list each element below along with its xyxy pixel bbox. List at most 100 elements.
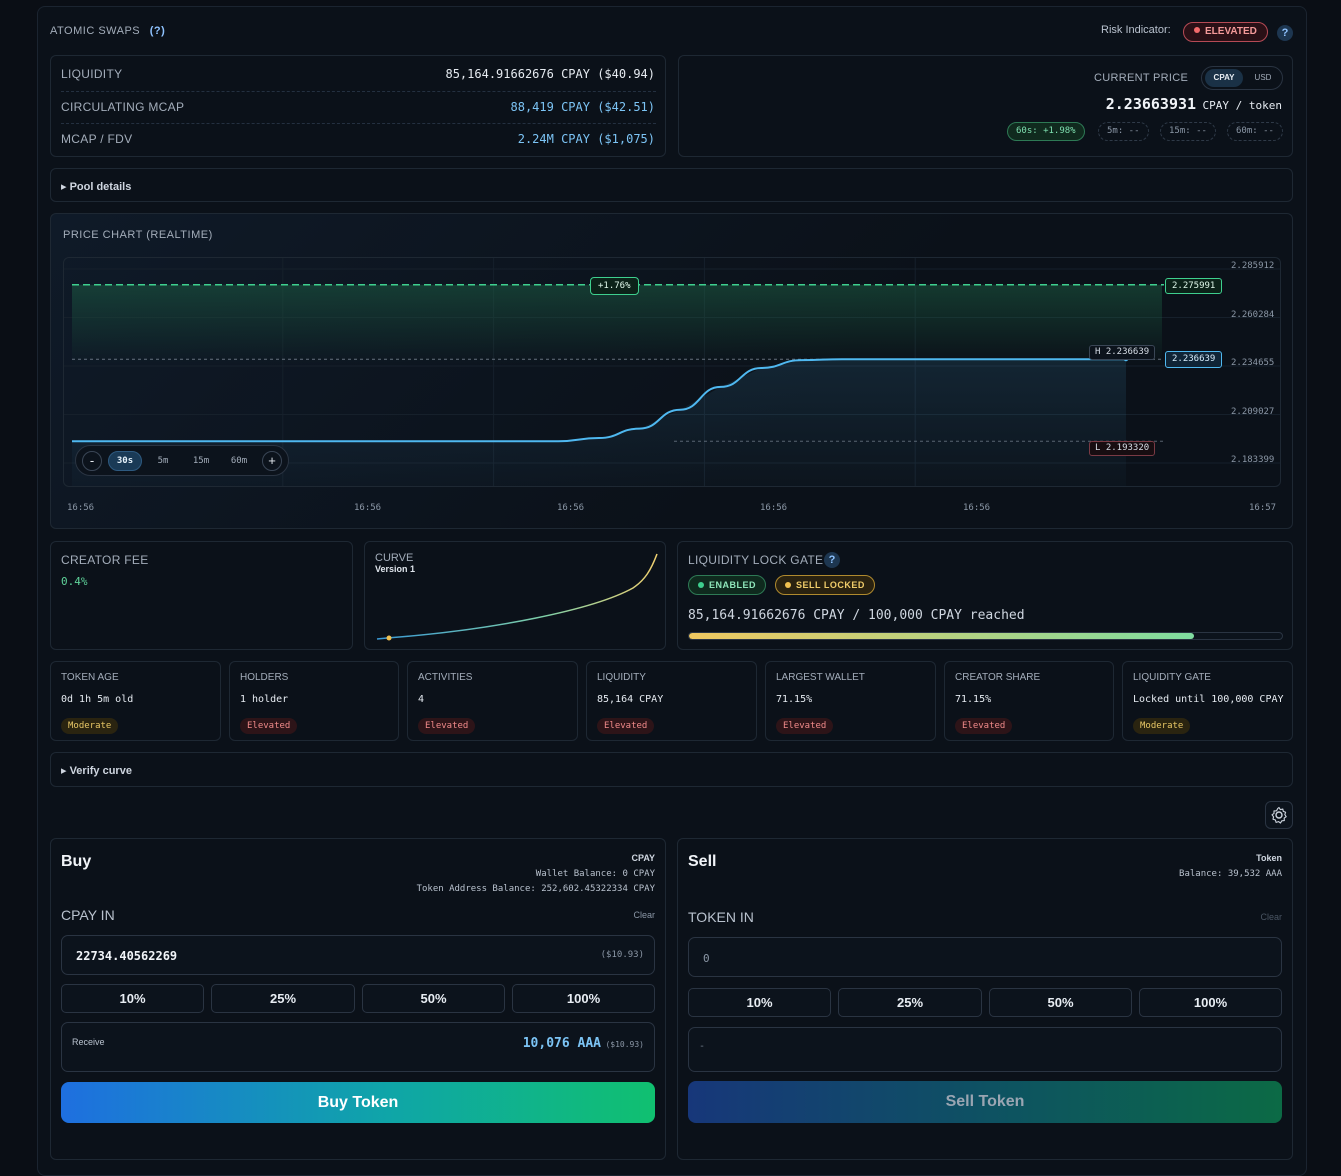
lock-progress-fill — [689, 633, 1194, 639]
current-price: 2.23663931 CPAY / token — [1106, 95, 1282, 114]
sell-receive-placeholder: - — [699, 1041, 706, 1052]
x-tick: 16:56 — [760, 503, 788, 513]
metric-title: LARGEST WALLET — [776, 672, 865, 683]
fdv-label: MCAP / FDV — [61, 132, 133, 146]
metric-card: CREATOR SHARE 71.15% Elevated — [944, 661, 1114, 741]
buy-clear-button[interactable]: Clear — [633, 910, 655, 920]
panel-title-text: ATOMIC SWAPS — [50, 25, 141, 37]
enabled-text: ENABLED — [709, 580, 757, 590]
liquidity-lock-gate-card: LIQUIDITY LOCK GATE ? ENABLED SELL LOCKE… — [677, 541, 1293, 650]
metric-value: 85,164 CPAY — [597, 694, 664, 705]
metric-value: 71.15% — [955, 694, 992, 705]
enabled-dot-icon — [698, 582, 704, 588]
title-help-icon[interactable]: (?) — [149, 25, 166, 37]
metric-card: LIQUIDITY GATE Locked until 100,000 CPAY M… — [1122, 661, 1293, 741]
sell-balance: Balance: 39,532 AAA — [1179, 869, 1282, 879]
metric-card: HOLDERS 1 holder Elevated — [229, 661, 399, 741]
buy-amount-input[interactable]: 22734.40562269 ($10.93) — [61, 935, 655, 975]
settings-button[interactable] — [1265, 801, 1293, 829]
sell-50-percent-button[interactable]: 50% — [989, 988, 1132, 1017]
window-60s: 60s: +1.98% — [1007, 122, 1085, 141]
metric-title: LIQUIDITY GATE — [1133, 672, 1211, 683]
metric-card: ACTIVITIES 4 Elevated — [407, 661, 578, 741]
toggle-cpay[interactable]: CPAY — [1205, 69, 1243, 87]
metric-card: LIQUIDITY 85,164 CPAY Elevated — [586, 661, 757, 741]
window-60m: 60m: -- — [1227, 122, 1283, 141]
x-tick: 16:56 — [354, 503, 382, 513]
buy-receive-box: Receive 10,076 AAA ($10.93) — [61, 1022, 655, 1072]
metric-value: 1 holder — [240, 694, 289, 705]
metric-risk-badge: Moderate — [1133, 718, 1191, 734]
curve-line — [376, 553, 658, 640]
risk-indicator-label: Risk Indicator: — [1101, 24, 1171, 36]
buy-50-percent-button[interactable]: 50% — [362, 984, 505, 1013]
sell-token-button[interactable]: Sell Token — [688, 1081, 1282, 1123]
price-area — [72, 359, 1126, 486]
buy-input-label: CPAY IN — [61, 907, 115, 923]
curve-graph — [376, 553, 658, 641]
y-tick: 2.285912 — [1231, 261, 1275, 271]
panel-title: ATOMIC SWAPS (?) — [50, 25, 165, 37]
target-zone — [72, 284, 1162, 365]
sell-100-percent-button[interactable]: 100% — [1139, 988, 1282, 1017]
risk-dot-icon — [1194, 27, 1200, 33]
buy-currency: CPAY — [631, 853, 655, 863]
liquidity-value: 85,164.91662676 CPAY ($40.94) — [445, 67, 655, 81]
metric-risk-badge: Elevated — [597, 718, 655, 734]
verify-curve-toggle[interactable]: ▸ Verify curve — [50, 752, 1293, 787]
sell-25-percent-button[interactable]: 25% — [838, 988, 982, 1017]
buy-receive-value: 10,076 AAA — [522, 1036, 602, 1051]
buy-100-percent-button[interactable]: 100% — [512, 984, 655, 1013]
curve-label: CURVE — [375, 552, 414, 564]
metric-risk-badge: Moderate — [61, 718, 119, 734]
creator-fee-card: CREATOR FEE 0.4% — [50, 541, 353, 650]
lock-gate-help-icon[interactable]: ? — [824, 552, 840, 568]
zoom-in-button[interactable]: + — [262, 451, 282, 471]
timeframe-5m[interactable]: 5m — [157, 456, 169, 466]
target-price-label: 2.275991 — [1165, 278, 1223, 294]
current-price-card: CURRENT PRICE CPAY USD 2.23663931 CPAY /… — [678, 55, 1293, 157]
sell-clear-button[interactable]: Clear — [1260, 912, 1282, 922]
metric-value: 71.15% — [776, 694, 813, 705]
sell-input-placeholder: 0 — [703, 952, 710, 965]
metric-risk-badge: Elevated — [776, 718, 834, 734]
pool-details-label: ▸ Pool details — [61, 181, 132, 193]
x-tick: 16:57 — [1249, 503, 1277, 513]
verify-curve-label: ▸ Verify curve — [61, 765, 132, 777]
curve-card: CURVE Version 1 — [364, 541, 666, 650]
timeframe-30s[interactable]: 30s — [108, 451, 142, 471]
metric-value: 0d 1h 5m old — [61, 694, 134, 705]
metric-title: ACTIVITIES — [418, 672, 473, 683]
buy-token-button[interactable]: Buy Token — [61, 1082, 655, 1123]
risk-help-icon[interactable]: ? — [1277, 25, 1293, 41]
y-tick: 2.183399 — [1231, 455, 1275, 465]
chart-area[interactable] — [63, 257, 1281, 487]
metric-title: CREATOR SHARE — [955, 672, 1041, 683]
buy-receive-amount: 10,076 AAA ($10.93) — [523, 1034, 644, 1052]
metric-card: LARGEST WALLET 71.15% Elevated — [765, 661, 936, 741]
buy-25-percent-button[interactable]: 25% — [211, 984, 355, 1013]
y-tick: 2.260284 — [1231, 310, 1275, 320]
timeframe-controls: - 30s 5m 15m 60m + — [75, 445, 289, 476]
buy-wallet-balance: Wallet Balance: 0 CPAY — [535, 869, 655, 879]
buy-token-balance: Token Address Balance: 252,602.45322334 … — [416, 884, 655, 894]
buy-10-percent-button[interactable]: 10% — [61, 984, 204, 1013]
buy-input-usd: ($10.93) — [600, 950, 644, 960]
target-change-label: +1.76% — [590, 277, 639, 295]
buy-receive-usd: ($10.93) — [605, 1040, 644, 1049]
pool-details-toggle[interactable]: ▸ Pool details — [50, 168, 1293, 202]
toggle-usd[interactable]: USD — [1254, 73, 1272, 82]
window-15m: 15m: -- — [1160, 122, 1216, 141]
timeframe-15m[interactable]: 15m — [192, 456, 210, 466]
metric-card: TOKEN AGE 0d 1h 5m old Moderate — [50, 661, 221, 741]
price-line — [72, 358, 1126, 443]
liquidity-label: LIQUIDITY — [61, 67, 123, 81]
sell-10-percent-button[interactable]: 10% — [688, 988, 831, 1017]
low-label: L 2.193320 — [1089, 441, 1156, 456]
metric-value: Locked until 100,000 CPAY — [1133, 694, 1284, 705]
timeframe-60m[interactable]: 60m — [230, 456, 248, 466]
mcap-value: 88,419 CPAY ($42.51) — [510, 100, 656, 114]
sell-amount-input[interactable]: 0 — [688, 937, 1282, 977]
zoom-out-button[interactable]: - — [82, 451, 102, 471]
lock-gate-label: LIQUIDITY LOCK GATE — [688, 553, 824, 567]
